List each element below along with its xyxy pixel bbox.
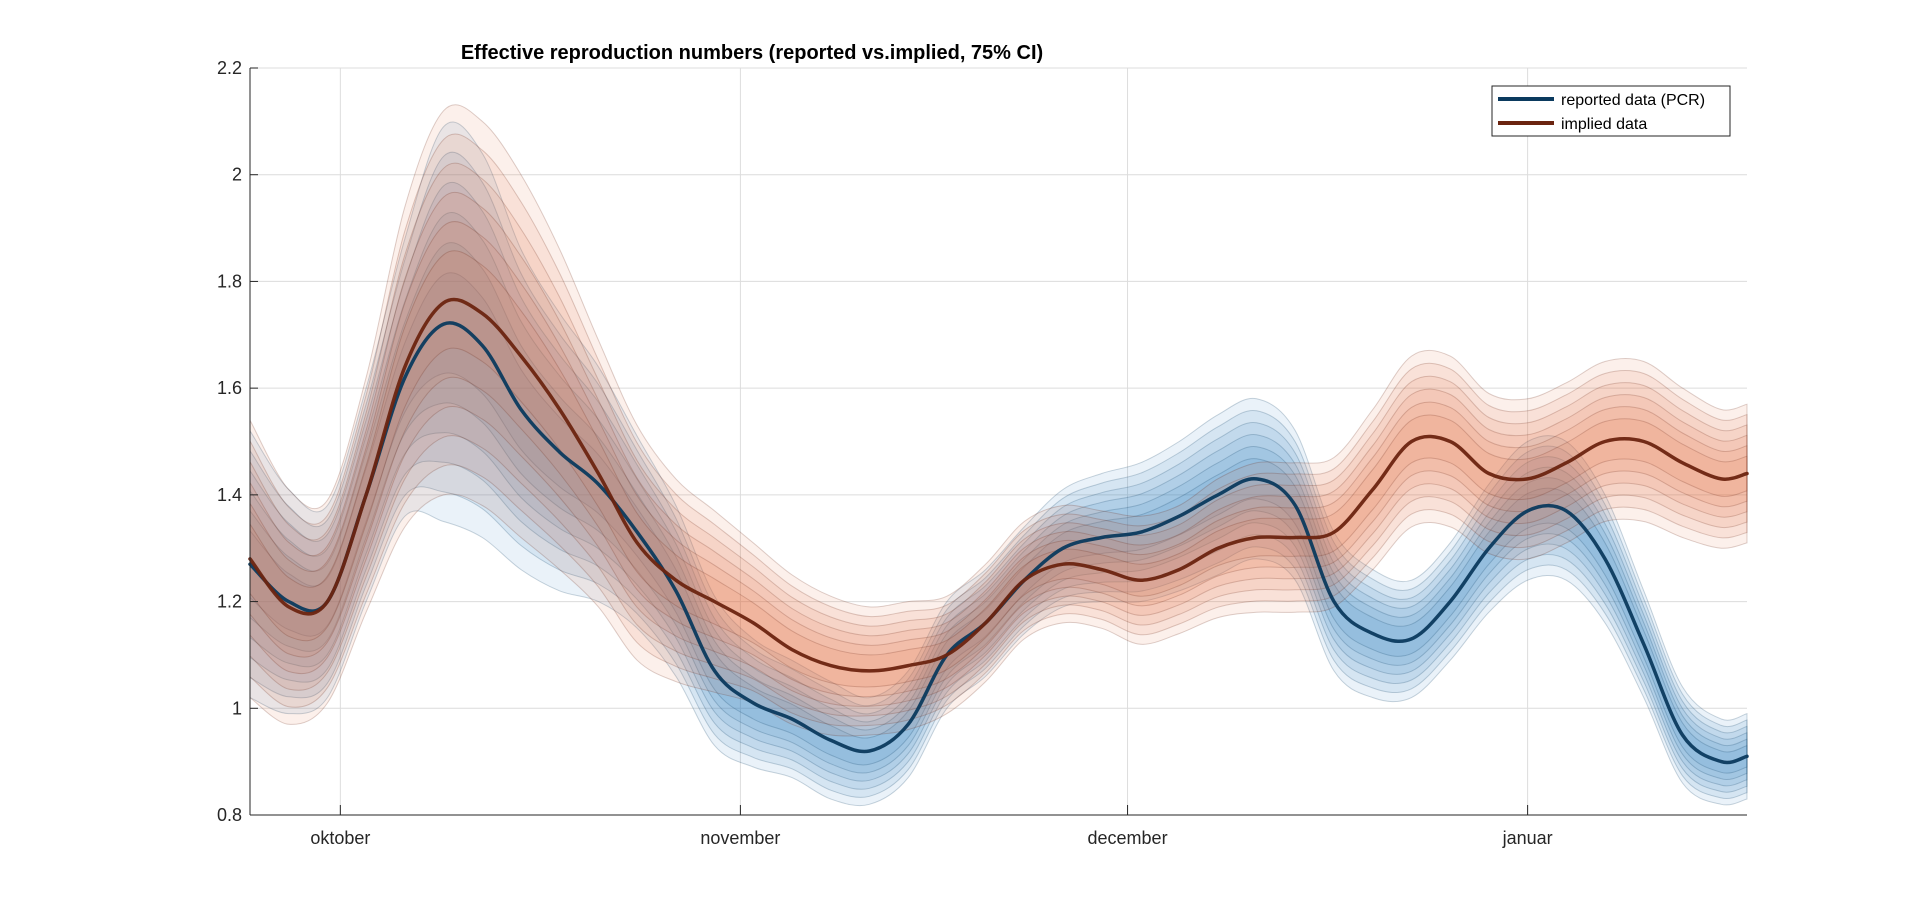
chart-title: Effective reproduction numbers (reported… [461,42,1043,64]
y-tick-label: 1.4 [217,485,242,505]
ci-band [249,272,1748,774]
x-tick-label: november [700,828,780,848]
axis-layer: 0.8 1 1.2 1.4 1.6 1.8 2 2.2 oktober november decem… [217,58,1747,848]
y-tick-label: 1 [232,698,242,718]
x-tick-label: januar [1502,828,1553,848]
band-layer [249,104,1748,807]
ci-band [249,221,1748,698]
y-tick-label: 2.2 [217,58,242,78]
legend: reported data (PCR) implied data [1491,85,1731,137]
y-tick-label: 1.6 [217,378,242,398]
y-tick-label: 0.8 [217,805,242,825]
x-tick-label: december [1088,828,1168,848]
ci-band [249,162,1748,717]
ci-band [249,133,1748,727]
x-tick-label: oktober [310,828,370,848]
ci-band [249,151,1748,800]
grid-layer [250,67,1747,816]
legend-label-reported: reported data (PCR) [1561,92,1705,109]
series-line-implied [248,297,1749,673]
y-tick-label: 2 [232,165,242,185]
legend-box [1491,85,1731,137]
ci-bands-implied [249,104,1748,737]
ci-band [249,212,1748,787]
ci-band [249,250,1748,688]
y-tick-label: 1.2 [217,592,242,612]
ci-band [249,181,1748,793]
line-layer [248,297,1749,765]
ci-band [249,242,1748,780]
ci-band [249,191,1748,707]
legend-label-implied: implied data [1561,116,1647,133]
y-tick-label: 1.8 [217,271,242,291]
